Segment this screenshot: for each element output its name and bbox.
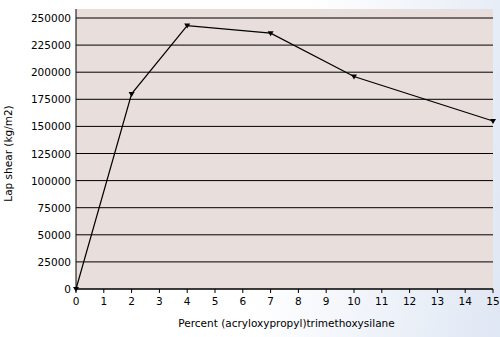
y-tick-label: 25000: [38, 256, 71, 268]
grid-line: [76, 99, 493, 100]
x-tick-label: 3: [156, 295, 163, 307]
grid-line: [76, 234, 493, 235]
line: [76, 26, 493, 289]
x-tick: [465, 289, 466, 293]
x-tick: [242, 289, 243, 293]
y-tick-label: 225000: [31, 39, 71, 51]
y-tick-label: 100000: [31, 175, 71, 187]
x-tick-label: 9: [323, 295, 330, 307]
x-tick: [437, 289, 438, 293]
x-tick-label: 2: [128, 295, 135, 307]
series: [73, 24, 496, 292]
chart: 0 25000 50000 75000 100000 125000 150000 175000…: [0, 0, 500, 337]
marker: [129, 92, 135, 97]
x-tick-label: 6: [239, 295, 246, 307]
x-tick: [354, 289, 355, 293]
x-tick: [103, 289, 104, 293]
grid-line: [76, 289, 493, 290]
grid-line: [76, 207, 493, 208]
x-tick-label: 8: [295, 295, 302, 307]
y-axis: [76, 9, 77, 289]
grid-line: [76, 261, 493, 262]
marker: [268, 31, 274, 36]
marker: [73, 287, 79, 292]
x-tick: [187, 289, 188, 293]
x-tick: [159, 289, 160, 293]
y-tick-label: 175000: [31, 93, 71, 105]
marker: [184, 24, 190, 29]
x-tick-label: 1: [100, 295, 107, 307]
x-axis-label: Percent (acryloxypropyl)trimethoxysilane: [178, 317, 394, 329]
x-tick-label: 10: [347, 295, 360, 307]
y-axis-label: Lap shear (kg/m2): [2, 105, 14, 201]
x-tick: [381, 289, 382, 293]
x-axis: [76, 289, 493, 290]
x-tick: [131, 289, 132, 293]
marker: [351, 75, 357, 80]
y-tick-label: 250000: [31, 12, 71, 24]
grid-line: [76, 180, 493, 181]
x-tick-label: 4: [184, 295, 191, 307]
x-tick: [409, 289, 410, 293]
grid-line: [76, 126, 493, 127]
grid-line: [76, 72, 493, 73]
x-tick-label: 7: [267, 295, 274, 307]
grid-line: [76, 153, 493, 154]
y-tick-label: 150000: [31, 120, 71, 132]
grid-line: [76, 18, 493, 19]
marker: [490, 119, 496, 124]
x-tick-label: 11: [375, 295, 388, 307]
x-tick: [326, 289, 327, 293]
x-tick-label: 15: [486, 295, 499, 307]
y-tick-label: 50000: [38, 229, 71, 241]
x-tick: [270, 289, 271, 293]
x-tick-label: 5: [212, 295, 219, 307]
x-tick: [298, 289, 299, 293]
y-tick-label: 0: [64, 283, 71, 295]
x-tick: [215, 289, 216, 293]
x-tick-label: 12: [403, 295, 416, 307]
y-tick-label: 75000: [38, 202, 71, 214]
x-tick-label: 13: [431, 295, 444, 307]
x-tick: [493, 289, 494, 293]
x-tick-label: 0: [73, 295, 80, 307]
plot-background: [76, 9, 493, 289]
y-tick-label: 125000: [31, 148, 71, 160]
y-tick-label: 200000: [31, 66, 71, 78]
x-tick-label: 14: [459, 295, 473, 307]
grid-line: [76, 45, 493, 46]
